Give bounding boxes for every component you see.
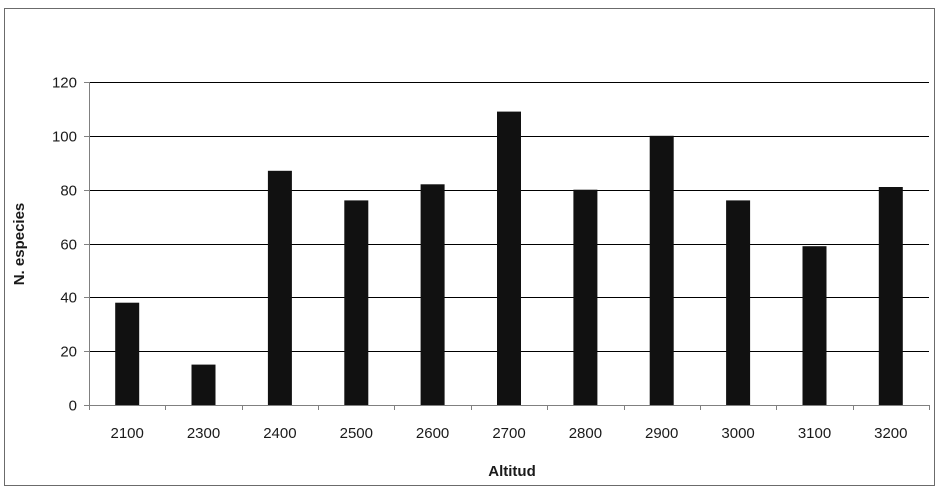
x-tick-label: 2700 [492, 425, 525, 442]
chart-frame [4, 8, 935, 486]
axes [84, 82, 930, 410]
x-tick-label: 2800 [569, 425, 602, 442]
y-tick-label: 60 [60, 237, 77, 254]
y-tick-label: 0 [69, 398, 77, 415]
bar-2700 [497, 111, 521, 405]
y-tick-label: 20 [60, 344, 77, 361]
bar-2600 [420, 184, 445, 405]
x-tick-label: 2400 [263, 425, 296, 442]
x-tick-label: 3000 [721, 425, 754, 442]
bar-2100 [115, 302, 140, 405]
y-tick-labels: 0 20 40 60 80 100 120 [52, 75, 77, 415]
bar-3200 [878, 187, 903, 405]
y-tick-label: 100 [52, 129, 77, 146]
bar-2400 [267, 170, 292, 405]
x-tick-label: 3100 [798, 425, 831, 442]
bar-2500 [344, 200, 369, 405]
x-tick-label: 2600 [416, 425, 449, 442]
bar-2800 [573, 189, 598, 405]
x-tick-label: 2300 [187, 425, 220, 442]
x-tick-label: 2900 [645, 425, 678, 442]
bar-2900 [649, 135, 674, 406]
y-tick-label: 120 [52, 75, 77, 92]
y-tick-label: 40 [60, 290, 77, 307]
x-axis-title: Altitud [488, 463, 535, 480]
bar-3000 [726, 200, 751, 405]
x-tick-label: 3200 [874, 425, 907, 442]
x-tick-label: 2100 [111, 425, 144, 442]
y-axis-title: N. especies [11, 203, 28, 286]
bar-3100 [802, 246, 827, 405]
x-tick-label: 2500 [340, 425, 373, 442]
bar-2300 [191, 364, 216, 405]
bars [115, 111, 903, 406]
y-tick-label: 80 [60, 183, 77, 200]
x-tick-labels: 2100 2300 2400 2500 2600 2700 2800 2900 3000 3100… [111, 425, 908, 442]
